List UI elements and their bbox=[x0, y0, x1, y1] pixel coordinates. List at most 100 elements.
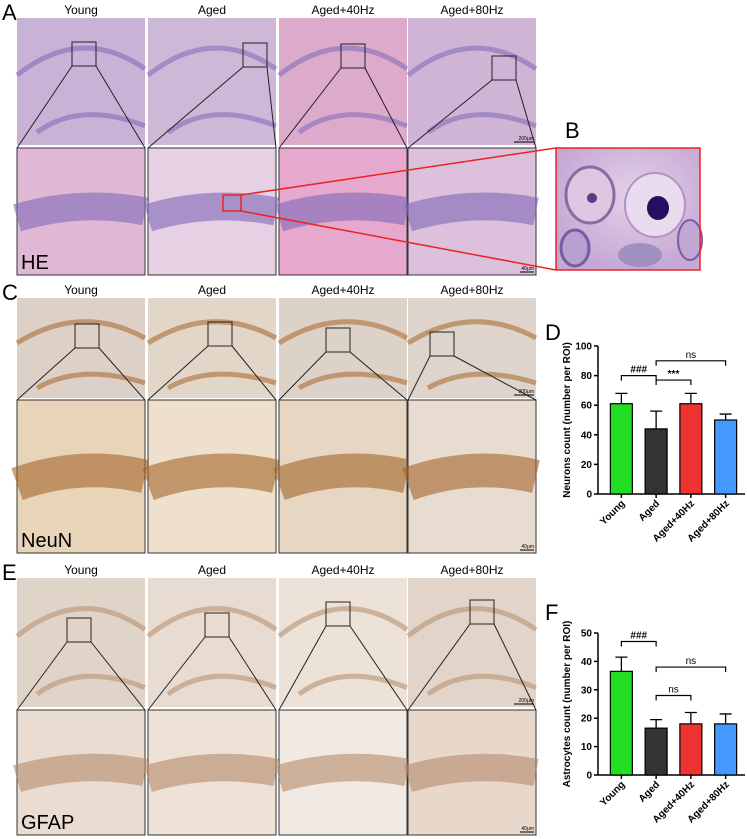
cell-layer bbox=[406, 606, 538, 638]
zoom-box bbox=[429, 331, 455, 357]
cell-layer bbox=[144, 192, 279, 232]
column-title: Aged bbox=[198, 3, 226, 17]
image-row: Young Aged Aged+40Hz Aged+80Hz 200μm 40μm NeuN… bbox=[2, 280, 540, 554]
cell-layer bbox=[35, 112, 146, 135]
cell-layer bbox=[277, 606, 409, 638]
zoom-line bbox=[515, 79, 537, 149]
cell-layer bbox=[15, 45, 147, 78]
cell-layer bbox=[426, 371, 537, 391]
zoom-box bbox=[71, 41, 97, 67]
zoom-box bbox=[74, 323, 100, 349]
y-tick-label: 20 bbox=[581, 714, 593, 725]
cell-layer bbox=[35, 371, 146, 391]
zoom-line bbox=[147, 636, 206, 711]
panel-label: A bbox=[2, 0, 17, 25]
cell-layer bbox=[142, 453, 280, 501]
bar bbox=[644, 428, 668, 495]
micrograph bbox=[148, 578, 276, 707]
error-bar bbox=[684, 711, 697, 724]
scale-bar-label: 200μm bbox=[519, 389, 534, 395]
significance-label: ns bbox=[686, 656, 697, 667]
zoom-box bbox=[242, 42, 268, 68]
column-title: Young bbox=[64, 3, 98, 17]
scale-bar-label: 200μm bbox=[519, 136, 534, 142]
cell-layer bbox=[277, 45, 409, 78]
panel-b-image bbox=[556, 148, 703, 270]
significance-bracket bbox=[620, 640, 657, 647]
zoom-line bbox=[266, 66, 277, 149]
cell-layer bbox=[35, 673, 146, 697]
significance-bracket bbox=[620, 375, 657, 381]
x-tick-label: Young bbox=[598, 498, 627, 527]
significance-label: ### bbox=[630, 631, 647, 642]
cell-layer bbox=[166, 112, 277, 135]
zoom-line bbox=[95, 65, 146, 149]
column-title: Young bbox=[64, 563, 98, 577]
micrograph bbox=[17, 18, 145, 145]
micrograph bbox=[148, 18, 276, 145]
panel-label: F bbox=[545, 600, 558, 625]
zoom-line bbox=[349, 625, 408, 711]
panel-label: B bbox=[565, 118, 580, 143]
bar bbox=[679, 403, 703, 495]
cell-layer bbox=[297, 112, 408, 135]
cell-layer bbox=[13, 192, 148, 232]
scale-bar-label: 40μm bbox=[521, 544, 534, 550]
y-tick-label: 0 bbox=[586, 771, 592, 782]
error-bar bbox=[615, 392, 628, 404]
zoom-line bbox=[147, 345, 209, 401]
x-tick-label: Aged bbox=[637, 779, 662, 804]
zoom-line bbox=[98, 347, 146, 401]
y-tick-label: 40 bbox=[581, 430, 593, 441]
error-bar bbox=[650, 410, 663, 429]
micrograph bbox=[408, 298, 536, 398]
cell-layer bbox=[275, 192, 410, 232]
zoom-line bbox=[90, 641, 146, 711]
scale-bar-label: 40μm bbox=[521, 266, 534, 272]
significance-label: ns bbox=[668, 684, 679, 695]
cell-layer bbox=[13, 753, 148, 792]
y-tick-label: 100 bbox=[575, 342, 592, 353]
stain-label: HE bbox=[21, 252, 49, 274]
column-title: Young bbox=[64, 283, 98, 297]
y-tick-label: 30 bbox=[581, 685, 593, 696]
error-bar bbox=[650, 718, 663, 729]
column-title: Aged+40Hz bbox=[311, 283, 374, 297]
cell-layer bbox=[144, 753, 279, 792]
cell-layer bbox=[297, 371, 408, 391]
zoom-line bbox=[147, 66, 244, 149]
error-bar bbox=[719, 413, 732, 420]
cell-layer bbox=[404, 192, 539, 232]
significance-bracket bbox=[655, 360, 727, 366]
zoom-line bbox=[278, 625, 327, 711]
micrograph bbox=[408, 18, 536, 145]
bar bbox=[644, 727, 668, 776]
cell-layer bbox=[166, 371, 277, 391]
y-tick-label: 50 bbox=[581, 629, 593, 640]
y-tick-label: 40 bbox=[581, 657, 593, 668]
column-title: Aged+80Hz bbox=[440, 563, 503, 577]
zoom-box bbox=[207, 321, 233, 347]
panel-label: D bbox=[545, 320, 561, 345]
zoom-line bbox=[16, 65, 73, 149]
panel-label: C bbox=[2, 280, 18, 305]
stain-label: NeuN bbox=[21, 530, 72, 552]
cell-layer bbox=[426, 112, 537, 135]
zoom-box bbox=[204, 612, 230, 638]
y-tick-label: 80 bbox=[581, 371, 593, 382]
zoom-box bbox=[340, 43, 366, 69]
bar bbox=[609, 403, 633, 495]
error-bar bbox=[615, 656, 628, 672]
scale-bar-label: 40μm bbox=[521, 826, 534, 832]
image-row: Young Aged Aged+40Hz Aged+80Hz 200μm 40μm GFAP… bbox=[2, 560, 539, 836]
x-tick-label: Young bbox=[598, 779, 627, 808]
y-tick-label: 10 bbox=[581, 742, 593, 753]
cell-layer bbox=[146, 606, 278, 638]
cell-layer bbox=[277, 319, 409, 346]
scale-bar-label: 200μm bbox=[519, 698, 534, 704]
y-tick-label: 0 bbox=[586, 490, 592, 501]
column-title: Aged+80Hz bbox=[440, 283, 503, 297]
column-title: Aged bbox=[198, 563, 226, 577]
image-row: Young Aged Aged+40Hz Aged+80Hz 200μm 40μm HE A bbox=[2, 0, 539, 276]
